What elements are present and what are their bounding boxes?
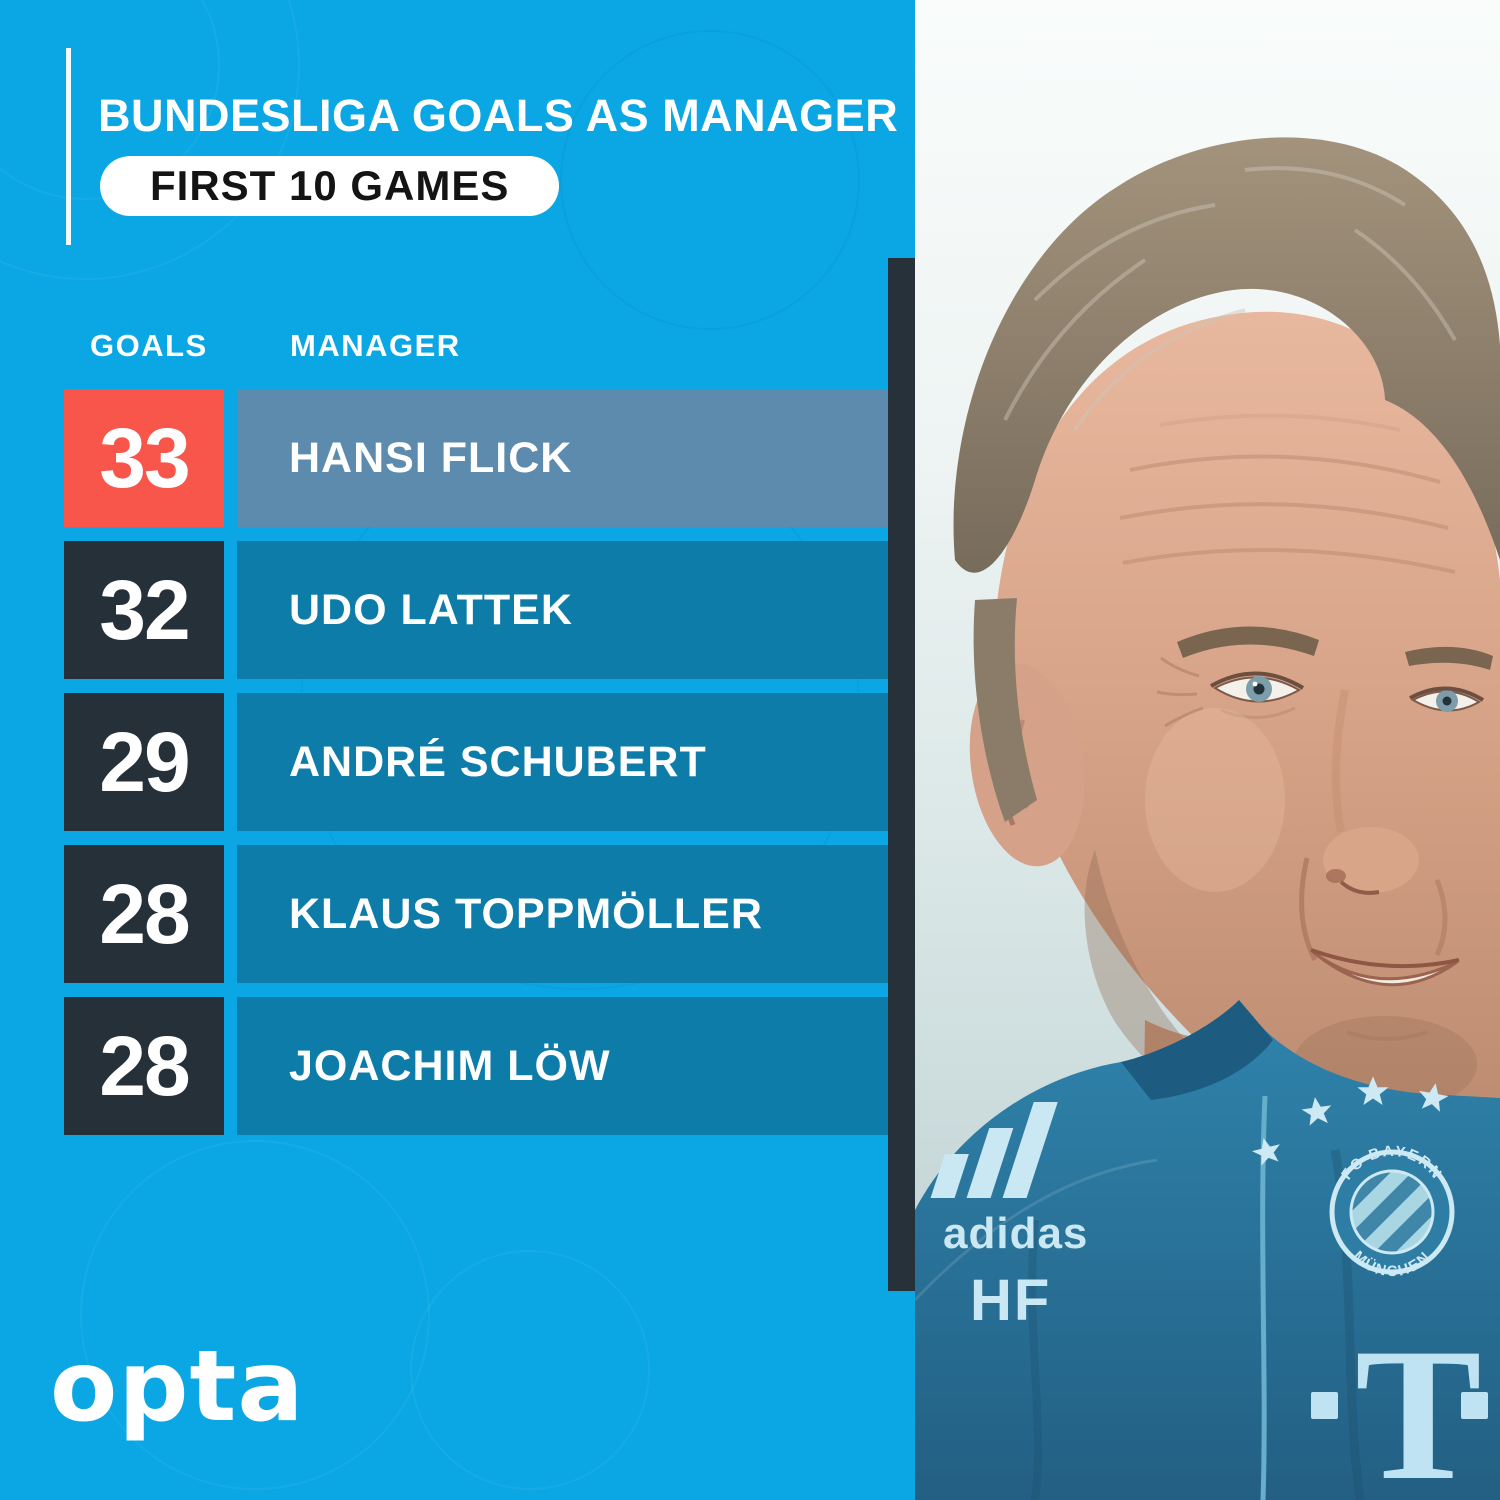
manager-name: KLAUS TOPPMÖLLER (289, 889, 763, 938)
hansi-flick-photo: adidas HF (915, 0, 1500, 1500)
table-row: 28 JOACHIM LÖW (64, 997, 890, 1135)
goals-value-box: 32 (64, 541, 224, 679)
background-ring (560, 30, 860, 330)
manager-name: HANSI FLICK (289, 433, 573, 482)
goals-value-box: 33 (64, 389, 224, 527)
goals-column-header: GOALS (90, 328, 208, 363)
manager-name: UDO LATTEK (289, 585, 573, 634)
goals-value: 28 (99, 1018, 190, 1113)
background-ring (410, 1250, 650, 1490)
page-title: BUNDESLIGA GOALS AS MANAGER (98, 90, 899, 141)
jacket: adidas HF (915, 1000, 1500, 1500)
jacket-initials: HF (970, 1268, 1051, 1333)
gray-hair-streaks (1003, 166, 1457, 432)
manager-goals-table: 33 HANSI FLICK 32 UDO LATTEK 29 ANDRÉ SC… (64, 389, 890, 1149)
adidas-logo: adidas HF (930, 1102, 1088, 1333)
opta-logo: opta (50, 1330, 305, 1444)
subtitle-text: FIRST 10 GAMES (150, 162, 510, 209)
goals-value-box: 28 (64, 845, 224, 983)
manager-name-bar: JOACHIM LÖW (237, 997, 890, 1135)
adidas-wordmark: adidas (943, 1209, 1088, 1258)
manager-name-bar: KLAUS TOPPMÖLLER (237, 845, 890, 983)
table-row: 33 HANSI FLICK (64, 389, 890, 527)
eye-wrinkles (1156, 656, 1204, 728)
manager-name: JOACHIM LÖW (289, 1041, 611, 1090)
forehead-wrinkles (1119, 413, 1456, 574)
goals-value: 32 (99, 562, 190, 657)
goals-value: 28 (99, 866, 190, 961)
table-row: 28 KLAUS TOPPMÖLLER (64, 845, 890, 983)
manager-column-header: MANAGER (290, 328, 461, 363)
table-row: 32 UDO LATTEK (64, 541, 890, 679)
telekom-t-icon: T (1311, 1310, 1488, 1500)
table-shadow-bar (888, 258, 915, 1291)
manager-name-bar: UDO LATTEK (237, 541, 890, 679)
manager-name-bar: ANDRÉ SCHUBERT (237, 693, 890, 831)
manager-name: ANDRÉ SCHUBERT (289, 737, 707, 786)
eyes (1210, 671, 1485, 720)
goals-value-box: 29 (64, 693, 224, 831)
subtitle-pill: FIRST 10 GAMES (100, 156, 560, 216)
table-row: 29 ANDRÉ SCHUBERT (64, 693, 890, 831)
sponsor-letter: T (1355, 1310, 1482, 1500)
goals-value: 29 (99, 714, 190, 809)
goals-value-box: 28 (64, 997, 224, 1135)
manager-name-bar: HANSI FLICK (237, 389, 890, 527)
goals-value: 33 (99, 410, 190, 505)
title-accent-line (66, 48, 71, 245)
